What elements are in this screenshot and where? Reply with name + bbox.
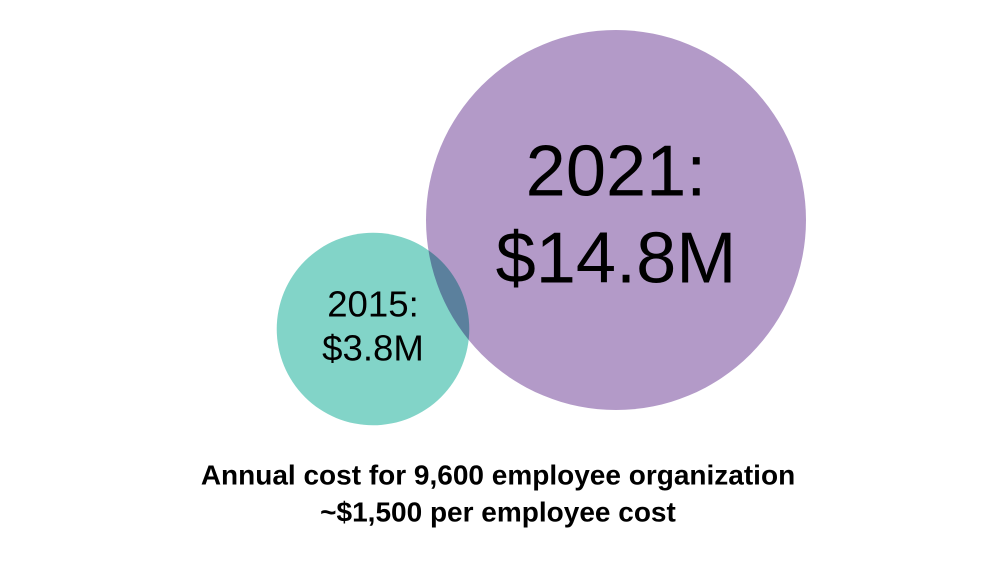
bubble-category: 2021: <box>526 132 707 212</box>
bubble-value-label: $3.8M <box>322 328 424 369</box>
bubble-value-label: $14.8M <box>496 218 737 298</box>
annotation: Annual cost for 9,600 employee organizat… <box>201 459 795 490</box>
annotation: ~$1,500 per employee cost <box>320 496 676 527</box>
bubble <box>426 30 806 410</box>
bubble <box>276 232 470 426</box>
bubbles: 2015:$3.8M 2021:$14.8M <box>276 30 806 426</box>
bubble-category: 2015: <box>327 284 419 325</box>
